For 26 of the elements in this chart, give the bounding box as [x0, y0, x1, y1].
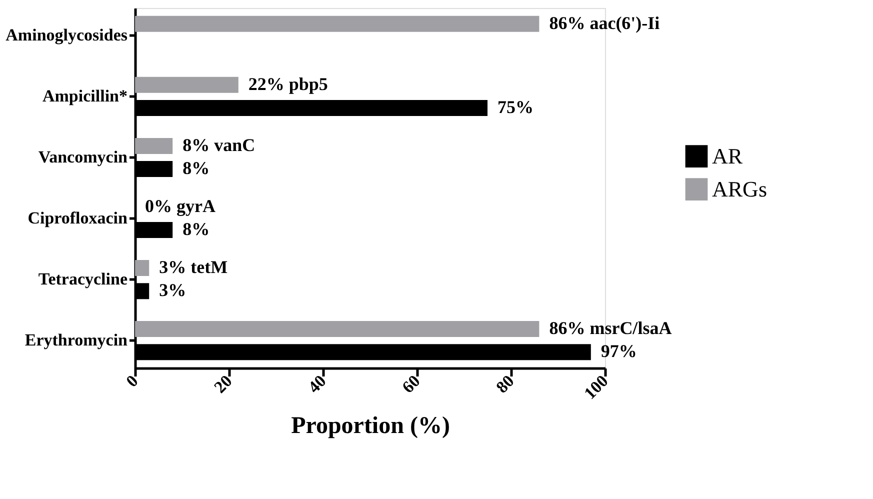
data-label: 0% gyrA [145, 196, 216, 216]
y-tick-label: Vancomycin [38, 147, 128, 166]
data-label: 86% aac(6')-Ii [549, 12, 660, 33]
x-tick-label: 60 [398, 371, 424, 397]
x-tick-label: 0 [122, 371, 142, 391]
y-tick-label: Aminoglycosides [6, 25, 128, 44]
x-tick-label: 20 [210, 371, 236, 397]
data-label: 8% [182, 158, 210, 178]
data-label: 22% pbp5 [248, 74, 328, 94]
x-tick-label: 40 [304, 371, 330, 397]
y-tick-label: Ciprofloxacin [28, 208, 128, 228]
x-tick-label: 80 [492, 371, 518, 397]
legend-label: AR [712, 143, 743, 168]
data-label: 8% [182, 219, 210, 240]
y-tick-label: Tetracycline [38, 270, 128, 289]
data-label: 97% [600, 341, 637, 362]
y-tick-label: Erythromycin [24, 330, 128, 350]
x-axis-title: Proportion (%) [291, 413, 450, 440]
data-label: 86% msrC/lsaA [549, 318, 672, 338]
y-tick-label: Ampicillin* [42, 86, 128, 106]
legend-label: ARGs [712, 176, 768, 202]
data-label: 3% tetM [159, 256, 228, 277]
data-label: 3% [159, 280, 186, 300]
x-tick-label: 100 [580, 371, 612, 403]
data-label: 8% vanC [182, 134, 256, 155]
data-label: 75% [498, 97, 534, 118]
